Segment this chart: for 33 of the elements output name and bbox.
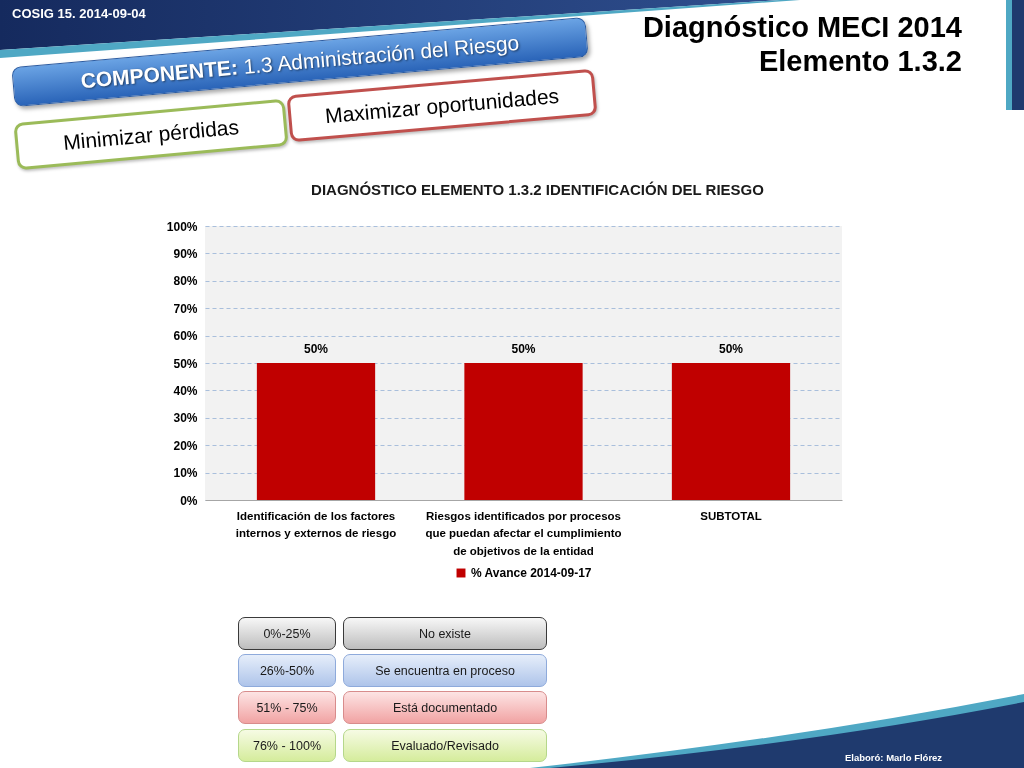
y-tick-label: 0%	[180, 493, 198, 508]
x-tick-label: Identificación de los factores internos y externos de riesgo	[235, 509, 397, 539]
text: No existe	[417, 626, 473, 641]
text: 51% - 75%	[255, 700, 319, 715]
data-label: 50%	[303, 342, 329, 356]
y-tick-label: 50%	[173, 356, 198, 371]
y-tick-label: 40%	[173, 383, 198, 398]
y-tick-label: 20%	[173, 438, 198, 453]
y-tick-label: 80%	[173, 274, 198, 289]
text: 76% - 100%	[251, 738, 323, 753]
y-tick-label: 70%	[173, 301, 198, 316]
text: Elaboró: Marlo Flórez	[845, 752, 943, 763]
y-tick-label: 30%	[173, 411, 198, 426]
x-tick-label: Riesgos identificados por procesos que puedan afectar el cumplimiento de objetivos de la entidad	[425, 509, 622, 557]
y-tick-label: 10%	[173, 466, 198, 481]
text: 26%-50%	[258, 663, 316, 678]
text: COSIG 15. 2014-09-04	[12, 6, 146, 21]
text: Maximizar oportunidades	[323, 81, 561, 129]
text: Elemento 1.3.2	[758, 45, 962, 78]
text: Se encuentra en proceso	[374, 663, 516, 678]
y-tick-label: 90%	[173, 246, 198, 261]
text: Minimizar pérdidas	[61, 113, 241, 155]
legend-label: % Avance 2014-09-17	[471, 566, 592, 580]
chart-title: DIAGNÓSTICO ELEMENTO 1.3.2 IDENTIFICACIÓN DEL RIESGO	[311, 181, 765, 198]
x-tick-label: SUBTOTAL	[700, 509, 762, 522]
data-label: 50%	[511, 342, 536, 356]
y-tick-label: 100%	[166, 219, 198, 234]
y-tick-label: 60%	[173, 329, 198, 344]
data-label: 50%	[718, 342, 744, 356]
text: Está documentado	[391, 700, 499, 715]
text: Diagnóstico MECI 2014	[642, 11, 962, 44]
text: Evaluado/Revisado	[390, 738, 500, 753]
text: 0%-25%	[262, 626, 312, 641]
